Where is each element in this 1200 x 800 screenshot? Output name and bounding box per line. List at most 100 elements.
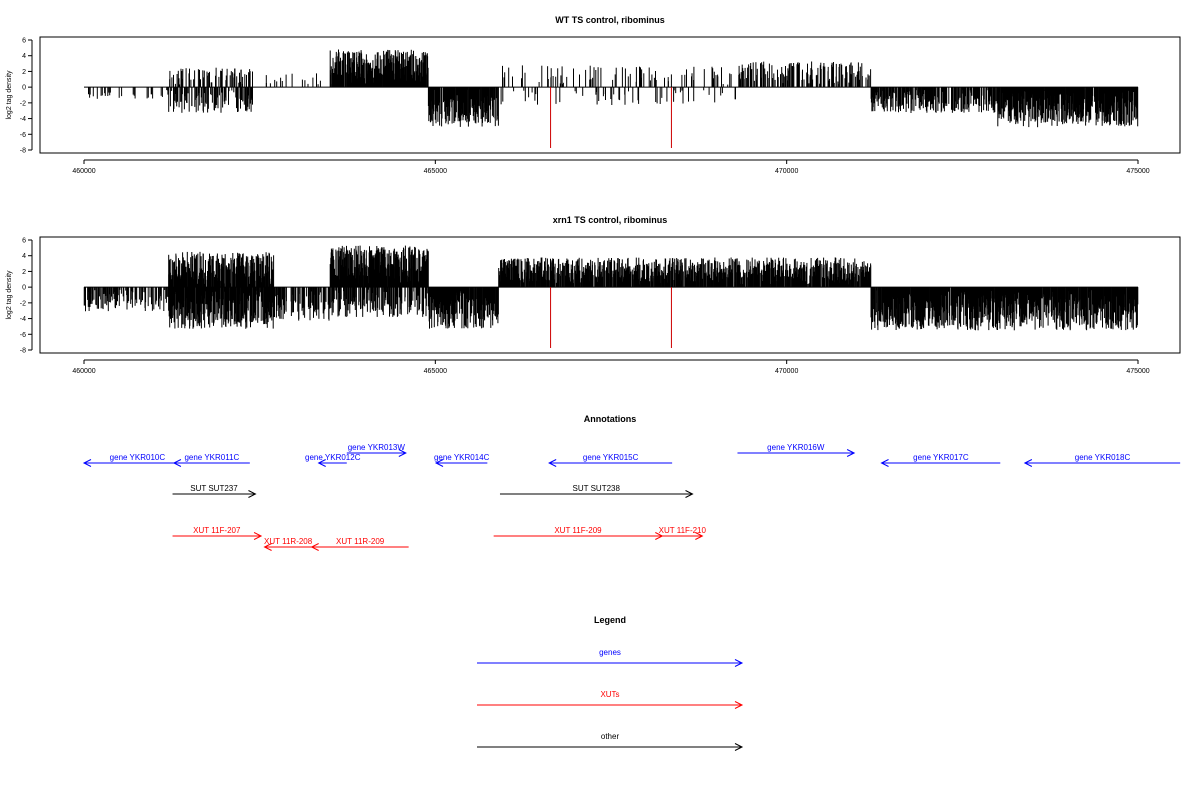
y-tick-label: 0 — [22, 85, 26, 92]
annotation-label: gene YKR015C — [583, 453, 639, 462]
arrowhead — [263, 543, 272, 551]
annotation-label: SUT SUT238 — [573, 484, 621, 493]
x-tick-label: 475000 — [1126, 368, 1149, 375]
annotation-features: gene YKR010C gene YKR011C gene YKR012Cgene… — [82, 443, 1181, 551]
annotation-label: gene YKR018C — [1075, 453, 1131, 462]
arrowhead — [846, 449, 856, 457]
arrowhead — [734, 659, 744, 667]
arrowhead — [734, 743, 744, 751]
x-tick-label: 465000 — [424, 368, 447, 375]
legend-entry-gene: genes — [477, 648, 744, 667]
annotations-track: Annotations gene YKR010C gene YKR011C gene… — [82, 414, 1181, 551]
annotation-other: SUT SUT238 — [499, 484, 694, 498]
y-tick-label: -4 — [20, 316, 26, 323]
legend-entries: genes XUTs other — [477, 648, 744, 751]
y-axis-label: log2 tag density — [6, 70, 13, 120]
panel-title: xrn1 TS control, ribominus — [553, 215, 668, 225]
annotation-xut: XUT 11R-209 — [310, 537, 409, 551]
annotation-label: gene YKR013W — [348, 443, 406, 452]
annotation-gene: gene YKR014C — [434, 453, 490, 467]
outlier-bars — [550, 87, 672, 148]
annotation-label: gene YKR011C — [184, 453, 239, 462]
annotation-gene: gene YKR018C — [1023, 453, 1181, 467]
y-axis: 6 4 2 0 -2 -4 -6 -8 — [20, 238, 33, 355]
wt-coverage-panel: WT TS control, ribominus log2 tag densit… — [6, 15, 1181, 175]
annotation-xut: XUT 11F-210 — [659, 526, 707, 540]
legend-label: genes — [599, 648, 621, 657]
arrowhead — [248, 490, 257, 498]
plot-frame — [39, 36, 1181, 154]
y-tick-label: -4 — [20, 116, 26, 123]
y-tick-label: 6 — [22, 38, 26, 45]
outlier-bars — [550, 287, 672, 348]
x-tick-label: 465000 — [424, 168, 447, 175]
bar-series — [83, 245, 1139, 331]
legend-title: Legend — [594, 615, 626, 625]
y-tick-label: 4 — [22, 53, 26, 60]
y-tick-label: 2 — [22, 69, 26, 76]
x-tick-label: 460000 — [72, 168, 95, 175]
y-tick-label: 0 — [22, 285, 26, 292]
arrowhead — [310, 543, 319, 551]
annotation-xut: XUT 11F-209 — [493, 526, 664, 540]
y-axis-label: log2 tag density — [6, 270, 13, 320]
annotation-label: SUT SUT237 — [190, 484, 238, 493]
annotation-label: gene YKR010C — [110, 453, 166, 462]
bar-series — [88, 49, 1139, 128]
annotation-gene: gene YKR016W — [737, 443, 856, 457]
y-tick-label: -8 — [20, 348, 26, 355]
y-axis: 6 4 2 0 -2 -4 -6 -8 — [20, 38, 33, 155]
y-tick-label: -2 — [20, 300, 26, 307]
annotation-label: gene YKR016W — [767, 443, 825, 452]
x-tick-label: 460000 — [72, 368, 95, 375]
annotation-gene: gene YKR010C — [82, 453, 191, 467]
legend-entry-other: other — [477, 732, 744, 751]
legend-entry-xut: XUTs — [477, 690, 744, 709]
arrowhead — [253, 532, 263, 540]
arrowhead — [317, 459, 326, 467]
arrowhead — [1023, 459, 1033, 467]
y-tick-label: 2 — [22, 269, 26, 276]
annotation-label: gene YKR012C — [305, 453, 361, 462]
legend-label: other — [601, 732, 620, 741]
x-tick-label: 470000 — [775, 368, 798, 375]
y-tick-label: 6 — [22, 238, 26, 245]
annotation-label: XUT 11R-208 — [264, 537, 313, 546]
plot-frame — [39, 236, 1181, 354]
legend: Legend genes XUTs other — [477, 615, 744, 751]
y-tick-label: 4 — [22, 253, 26, 260]
annotation-label: gene YKR017C — [913, 453, 969, 462]
arrowhead — [880, 459, 889, 467]
annotation-xut: XUT 11F-207 — [172, 526, 263, 540]
xrn1-coverage-panel: xrn1 TS control, ribominus log2 tag dens… — [6, 215, 1181, 375]
arrowhead — [398, 449, 407, 457]
arrowhead — [695, 532, 704, 540]
y-tick-label: -6 — [20, 332, 26, 339]
y-tick-label: -6 — [20, 132, 26, 139]
legend-label: XUTs — [600, 690, 619, 699]
annotation-gene: gene YKR011C — [172, 453, 250, 467]
panel-title: WT TS control, ribominus — [555, 15, 665, 25]
annotation-label: XUT 11F-210 — [659, 526, 707, 535]
annotation-label: XUT 11R-209 — [336, 537, 385, 546]
arrowhead — [172, 459, 182, 467]
annotation-label: XUT 11F-207 — [193, 526, 241, 535]
arrowhead — [734, 701, 744, 709]
annotation-gene: gene YKR017C — [880, 453, 1001, 467]
x-axis: 460000 465000 470000 475000 — [72, 159, 1150, 175]
arrowhead — [82, 459, 92, 467]
annotation-xut: XUT 11R-208 — [263, 537, 313, 551]
annotation-gene: gene YKR015C — [548, 453, 673, 467]
annotation-label: gene YKR014C — [434, 453, 490, 462]
annotation-gene: gene YKR012C — [305, 453, 361, 467]
annotations-title: Annotations — [584, 414, 637, 424]
arrowhead — [685, 490, 694, 498]
x-tick-label: 475000 — [1126, 168, 1149, 175]
y-tick-label: -8 — [20, 148, 26, 155]
arrowhead — [434, 459, 444, 467]
y-tick-label: -2 — [20, 100, 26, 107]
x-axis: 460000 465000 470000 475000 — [72, 359, 1150, 375]
x-tick-label: 470000 — [775, 168, 798, 175]
annotation-other: SUT SUT237 — [172, 484, 257, 498]
